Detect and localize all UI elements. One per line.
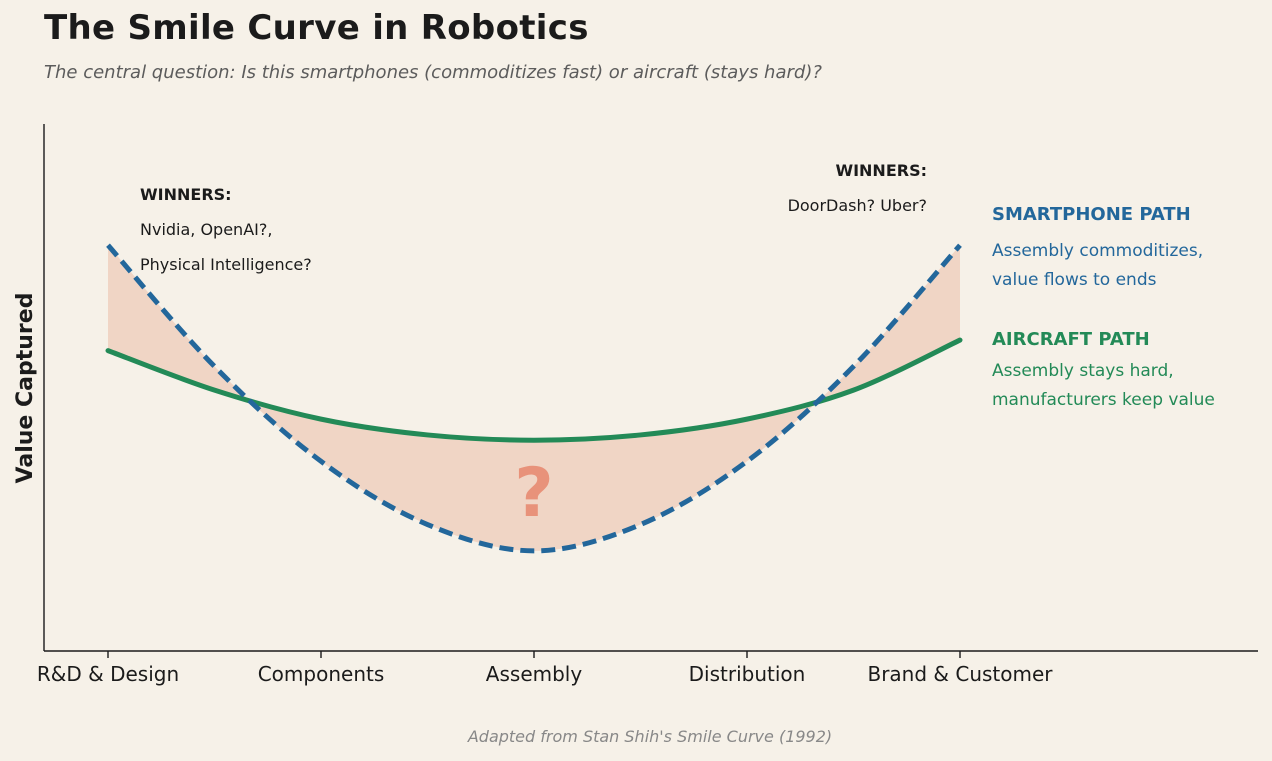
smartphone-path-heading: SMARTPHONE PATH [992,204,1191,225]
question-mark: ? [514,454,553,533]
aircraft-path-heading: AIRCRAFT PATH [992,329,1150,350]
x-tick-label: Distribution [689,662,806,686]
chart-subtitle: The central question: Is this smartphone… [44,62,822,83]
left-winners-line-1: Nvidia, OpenAI?, [140,220,272,239]
x-tick-label: R&D & Design [37,662,179,686]
right-winners-heading: WINNERS: [835,161,927,180]
left-winners-heading: WINNERS: [140,185,232,204]
smartphone-path-line [106,243,962,554]
chart-title: The Smile Curve in Robotics [44,8,589,48]
x-tick-label: Assembly [486,662,583,686]
aircraft-path-line-2: manufacturers keep value [992,390,1215,410]
aircraft-path-line-1: Assembly stays hard, [992,361,1174,381]
left-winners-line-2: Physical Intelligence? [140,255,312,274]
source-note: Adapted from Stan Shih's Smile Curve (19… [467,727,833,746]
x-tick-label: Brand & Customer [867,662,1053,686]
smartphone-path-line-1: Assembly commoditizes, [992,241,1203,261]
right-winners-line-1: DoorDash? Uber? [788,196,927,215]
smartphone-path-line-2: value flows to ends [992,270,1157,290]
x-tick-label: Components [258,662,385,686]
y-axis-label: Value Captured [13,293,38,484]
shaded-gap-area [108,245,960,551]
